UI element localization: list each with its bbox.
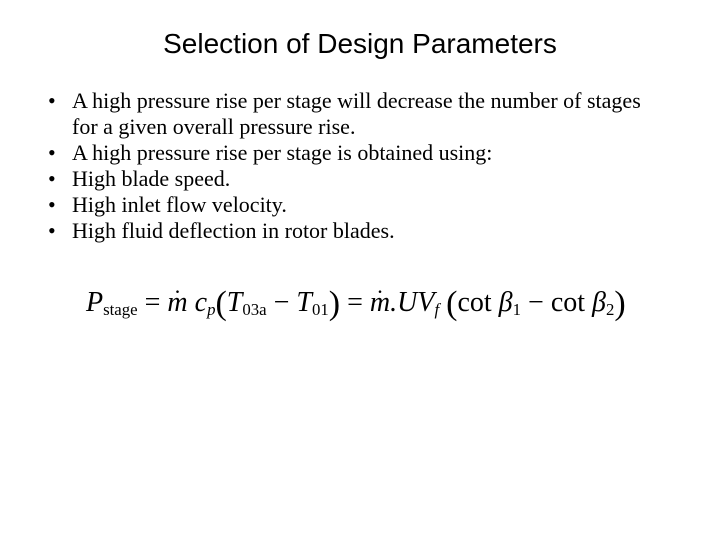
eq-rparen: ) (329, 285, 340, 322)
slide-title: Selection of Design Parameters (40, 28, 680, 60)
list-item: A high pressure rise per stage is obtain… (46, 140, 670, 166)
equation: Pstage = .m cp(T03a − T01) = .m.UVf (cot… (40, 282, 680, 320)
eq-minus: − (267, 287, 297, 318)
list-item: High blade speed. (46, 166, 670, 192)
bullet-list: A high pressure rise per stage will decr… (40, 88, 680, 244)
list-item: High inlet flow velocity. (46, 192, 670, 218)
eq-beta2: β (592, 287, 606, 318)
eq-cot1: cot (457, 287, 498, 318)
eq-P-sub: stage (103, 300, 137, 319)
eq-equals2: = (340, 287, 370, 318)
eq-T1-sub: 03a (242, 300, 266, 319)
eq-rparen2: ) (614, 285, 625, 322)
eq-beta1-sub: 1 (513, 300, 521, 319)
slide: Selection of Design Parameters A high pr… (0, 0, 720, 540)
eq-V: V (417, 287, 434, 318)
eq-P: P (86, 287, 103, 318)
eq-c: c (195, 287, 207, 318)
eq-mdot2: .m (370, 287, 390, 319)
eq-minus2: − (521, 287, 551, 318)
eq-lparen: ( (215, 285, 226, 322)
list-item: A high pressure rise per stage will decr… (46, 88, 670, 140)
eq-equals: = (138, 287, 168, 318)
eq-cot2: cot (551, 287, 592, 318)
eq-beta1: β (499, 287, 513, 318)
eq-T1: T (227, 287, 243, 318)
list-item: High fluid deflection in rotor blades. (46, 218, 670, 244)
eq-T2: T (296, 287, 312, 318)
eq-T2-sub: 01 (312, 300, 329, 319)
eq-U: .U (390, 287, 417, 318)
eq-mdot: .m (167, 287, 187, 319)
eq-lparen2: ( (446, 285, 457, 322)
